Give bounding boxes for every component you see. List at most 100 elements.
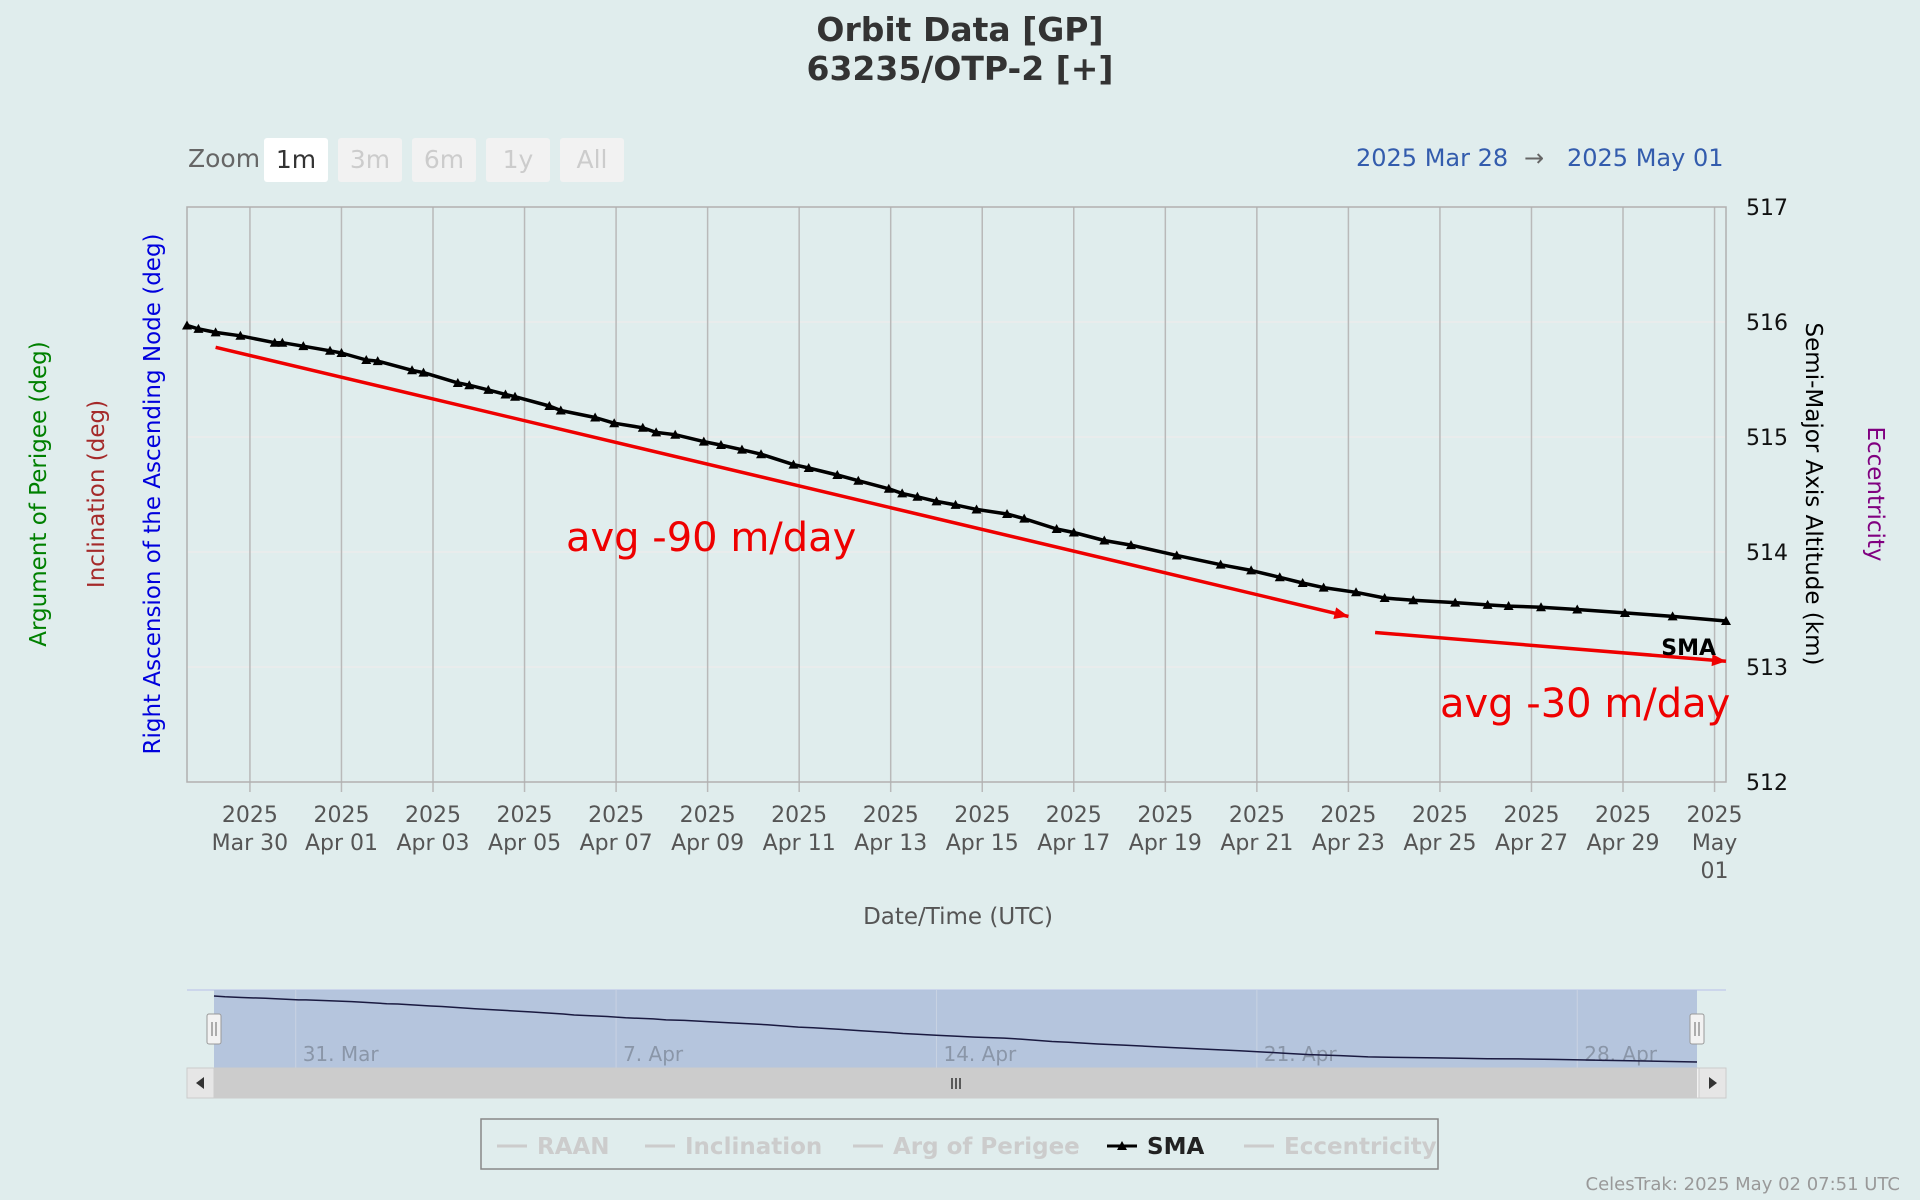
data-point[interactable] [1246,565,1257,575]
data-point[interactable] [372,356,383,366]
data-point[interactable] [1351,587,1362,597]
x-tick-label: 01 [1701,859,1729,884]
data-point[interactable] [950,499,961,509]
x-tick-label: Apr 29 [1586,831,1659,856]
navigator-tick-label: 14. Apr [943,1042,1017,1066]
data-point[interactable] [325,345,336,355]
data-point[interactable] [1379,593,1390,602]
legend-item[interactable]: Arg of Perigee [893,1134,1080,1160]
data-point[interactable] [1274,572,1285,582]
legend-item[interactable]: Eccentricity [1284,1134,1437,1160]
data-point[interactable] [182,320,192,330]
data-point[interactable] [897,488,908,498]
data-point[interactable] [715,440,726,450]
data-point[interactable] [1099,535,1110,545]
legend-item[interactable]: Inclination [685,1134,822,1160]
scroll-left-arrow-icon [196,1077,204,1089]
x-tick-label: 2025 [1046,803,1102,828]
data-point[interactable] [269,337,280,347]
data-point[interactable] [1125,540,1136,550]
data-point[interactable] [756,449,767,459]
legend-item[interactable]: SMA [1147,1134,1204,1160]
data-point[interactable] [464,380,475,390]
zoom-6m-button[interactable]: 6m [412,138,476,182]
x-tick-label: Apr 17 [1037,831,1110,856]
data-point[interactable] [609,418,620,428]
data-point[interactable] [298,341,309,351]
zoom-all-button[interactable]: All [560,138,624,182]
data-point[interactable] [1450,597,1461,607]
plot-area [187,207,1726,782]
x-tick-label: Apr 19 [1129,831,1202,856]
data-point[interactable] [788,459,799,469]
range-from-input[interactable]: 2025 Mar 28 [1356,144,1509,172]
x-tick-label: Apr 25 [1403,831,1476,856]
legend-item[interactable]: RAAN [537,1134,610,1160]
data-point[interactable] [1667,611,1678,621]
data-point[interactable] [1297,578,1308,588]
credits-link[interactable]: CelesTrak: 2025 May 02 07:51 UTC [1585,1174,1900,1195]
right-axis-title: Semi-Major Axis Altitude (km) [1800,323,1826,666]
x-tick-label: Apr 05 [488,831,561,856]
x-tick-label: Apr 21 [1220,831,1293,856]
data-point[interactable] [1619,607,1630,617]
data-point[interactable] [931,496,942,506]
x-tick-label: 2025 [1137,803,1193,828]
data-point[interactable] [277,337,288,347]
range-to-input[interactable]: 2025 May 01 [1567,144,1724,172]
trend-label: avg -30 m/day [1440,681,1730,727]
data-point[interactable] [1482,599,1493,609]
data-point[interactable] [555,405,566,415]
data-point[interactable] [1572,604,1583,614]
data-point[interactable] [1318,582,1329,592]
scrollbar-left-button[interactable] [186,1067,215,1099]
data-point[interactable] [971,504,982,514]
data-point[interactable] [1721,616,1731,625]
data-point[interactable] [1408,595,1419,605]
data-point[interactable] [1068,527,1079,537]
data-point[interactable] [1536,602,1547,612]
x-tick-label: 2025 [1595,803,1651,828]
data-point[interactable] [235,330,246,340]
data-point[interactable] [1503,601,1514,611]
data-point[interactable] [736,444,747,454]
data-point[interactable] [1215,559,1226,569]
data-point[interactable] [544,400,555,410]
data-point[interactable] [912,491,923,501]
legend-marker [1117,1141,1127,1150]
data-point[interactable] [500,389,511,399]
data-point[interactable] [210,327,221,337]
data-point[interactable] [483,384,494,394]
data-point[interactable] [883,483,894,493]
x-tick-label: 2025 [313,803,369,828]
data-point[interactable] [361,354,372,364]
navigator-handle[interactable] [1689,1013,1705,1045]
data-point[interactable] [637,422,648,432]
data-point[interactable] [1002,509,1013,519]
data-point[interactable] [452,377,463,387]
data-point[interactable] [407,365,418,375]
data-point[interactable] [336,348,347,358]
data-point[interactable] [510,391,521,401]
zoom-1y-button[interactable]: 1y [486,138,550,182]
data-point[interactable] [698,436,709,446]
data-point[interactable] [590,412,601,422]
legend-box [480,1118,1439,1170]
data-point[interactable] [1051,524,1062,533]
zoom-1m-button[interactable]: 1m [264,138,328,182]
navigator-selection-mask[interactable] [214,990,1697,1068]
data-point[interactable] [832,469,843,479]
chart-subtitle[interactable]: 63235/OTP-2 [+] [806,49,1114,88]
data-point[interactable] [670,429,681,439]
x-tick-label: Apr 11 [763,831,836,856]
navigator-handle[interactable] [206,1013,222,1045]
data-point[interactable] [853,475,864,485]
data-point[interactable] [651,427,662,437]
data-point[interactable] [803,463,814,473]
data-point[interactable] [418,367,429,377]
zoom-3m-button[interactable]: 3m [338,138,402,182]
data-point[interactable] [1019,513,1030,523]
data-point[interactable] [193,323,204,333]
data-point[interactable] [1171,550,1182,560]
